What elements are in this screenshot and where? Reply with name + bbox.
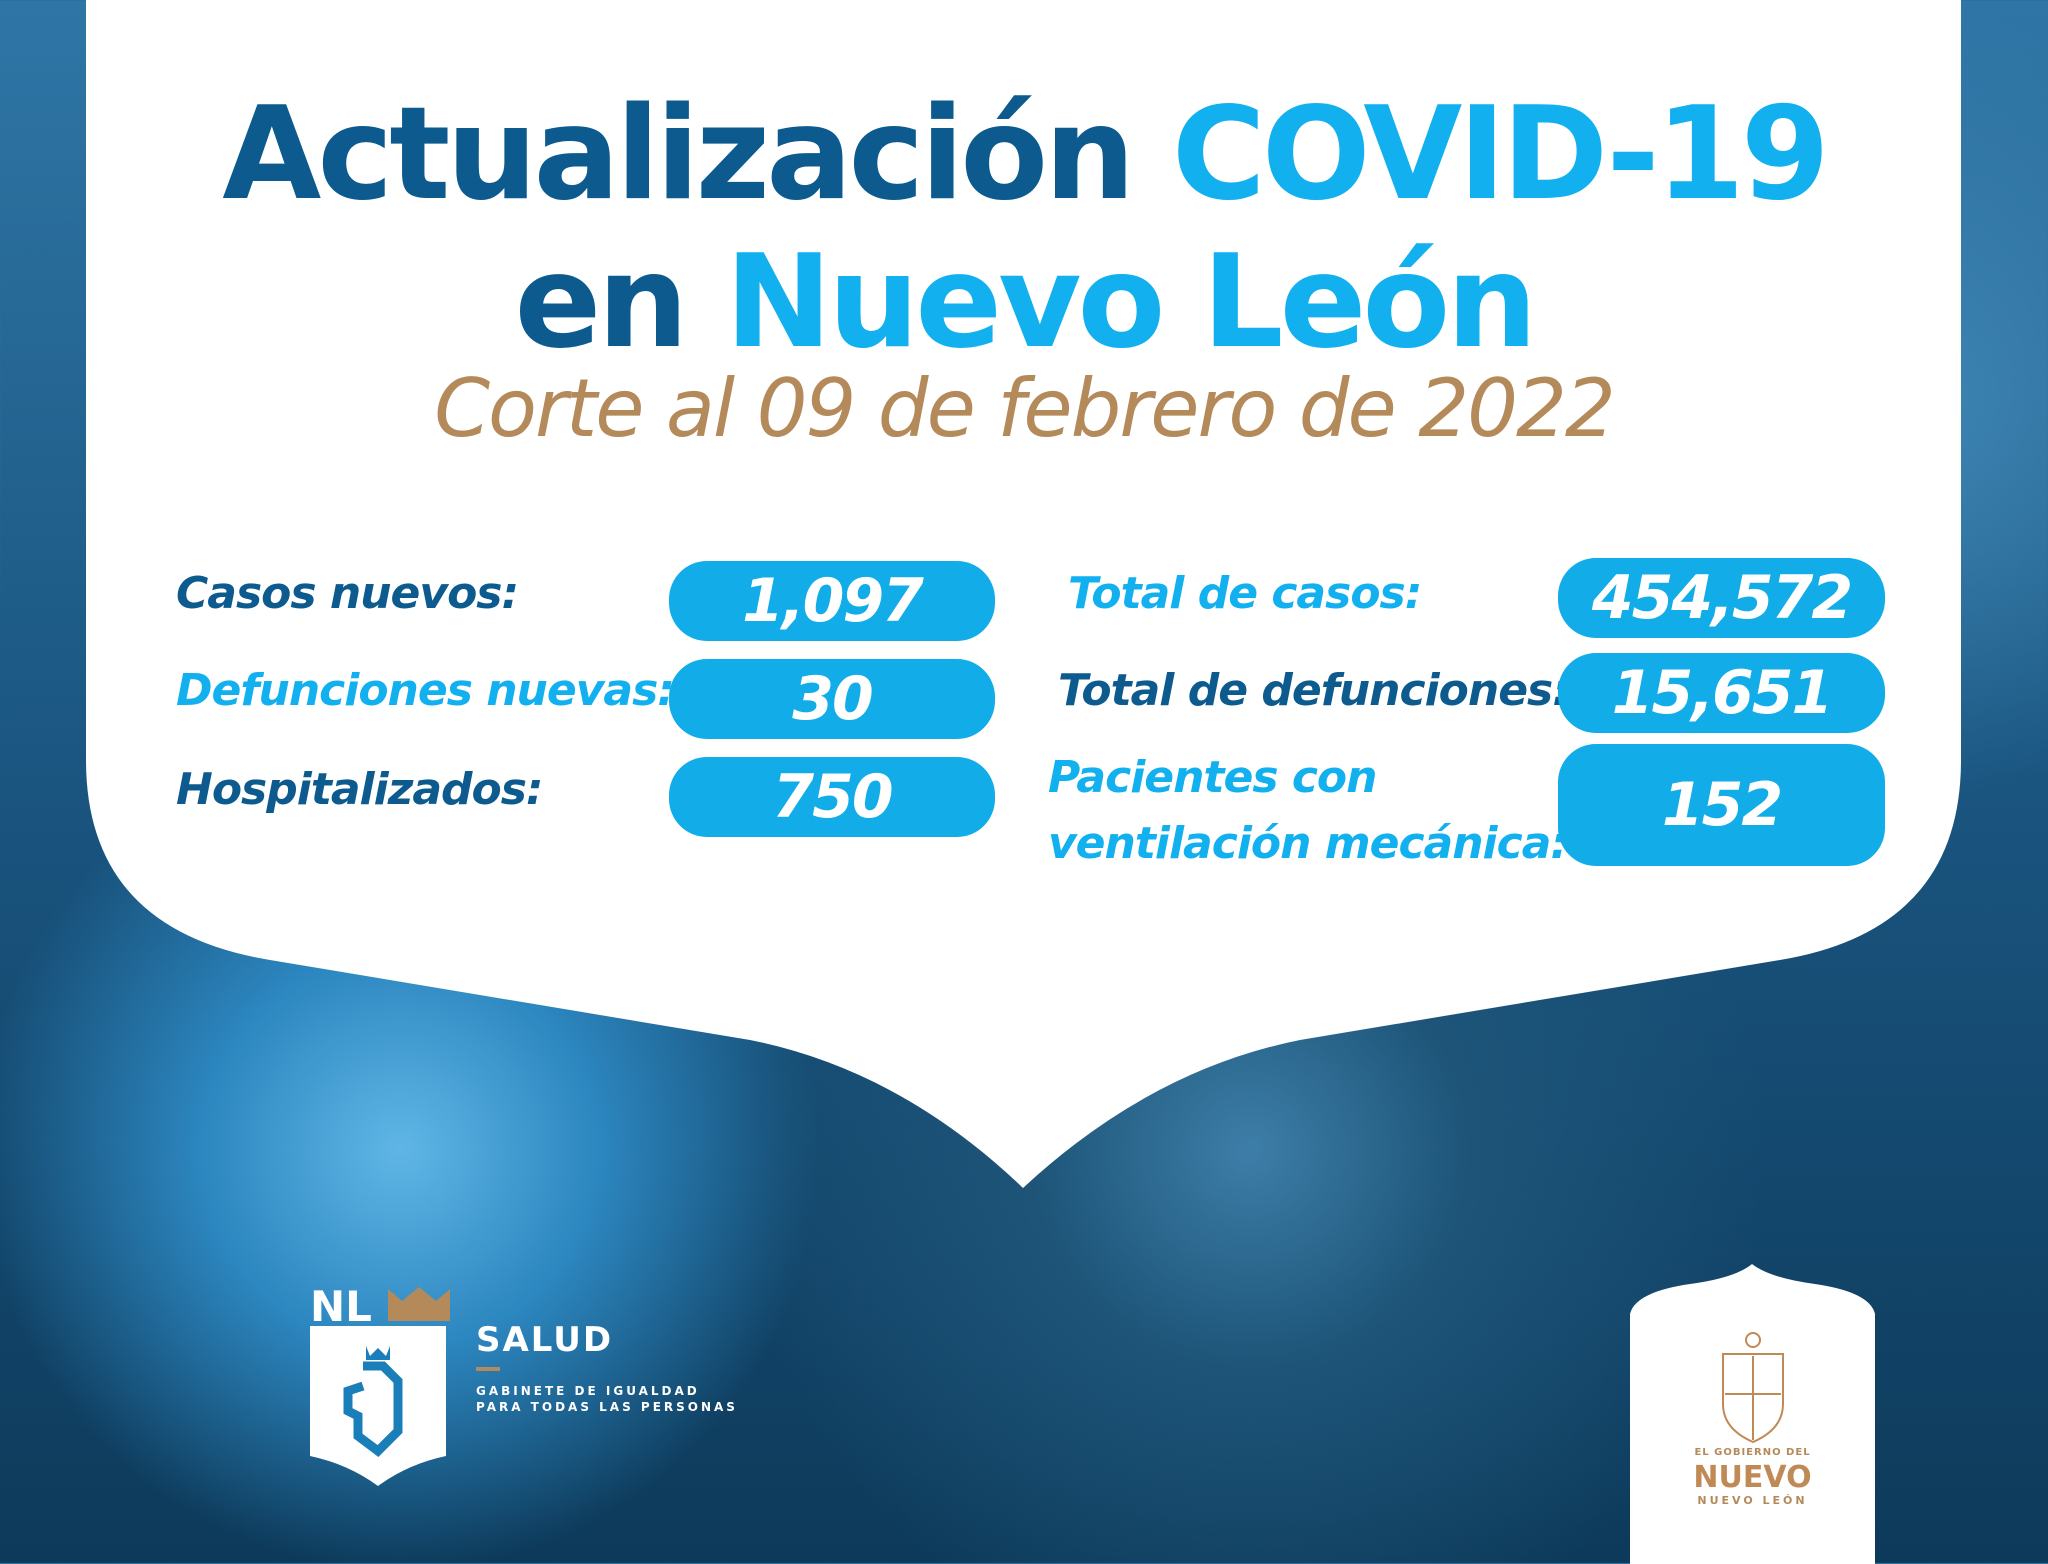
title-line-2: en Nuevo León <box>0 228 2048 377</box>
value-total-defunciones: 15,651 <box>1558 653 1885 733</box>
value-ventilacion: 152 <box>1558 744 1885 866</box>
gobierno-line2: NUEVO <box>1693 1460 1812 1495</box>
divider <box>476 1367 500 1371</box>
gobierno-badge <box>1630 1264 1875 1564</box>
value-hospitalizados: 750 <box>669 757 995 837</box>
salud-shield-logo <box>310 1326 446 1486</box>
title-line-1: Actualización COVID-19 <box>0 80 2048 229</box>
salud-line2: PARA TODAS LAS PERSONAS <box>476 1400 738 1414</box>
label-defunciones-nuevas: Defunciones nuevas: <box>176 665 675 716</box>
label-ventilacion-1: Pacientes con <box>1048 752 1377 803</box>
subtitle-date: Corte al 09 de febrero de 2022 <box>434 362 1616 455</box>
label-total-defunciones: Total de defunciones: <box>1058 665 1570 716</box>
gobierno-line1: EL GOBIERNO DEL <box>1694 1447 1811 1458</box>
label-total-casos: Total de casos: <box>1068 568 1422 619</box>
label-casos-nuevos: Casos nuevos: <box>176 568 519 619</box>
nl-mark: NL <box>310 1282 372 1331</box>
value-casos-nuevos: 1,097 <box>669 561 995 641</box>
gobierno-line3: NUEVO LEÓN <box>1697 1494 1808 1507</box>
title-word: Nuevo León <box>725 228 1537 377</box>
salud-name: SALUD <box>476 1320 614 1360</box>
salud-line1: GABINETE DE IGUALDAD <box>476 1384 700 1398</box>
title-word: COVID-19 <box>1171 80 1830 229</box>
label-hospitalizados: Hospitalizados: <box>176 764 544 815</box>
label-ventilacion-2: ventilación mecánica: <box>1048 818 1568 869</box>
crown-icon <box>388 1287 450 1321</box>
value-defunciones-nuevas: 30 <box>669 659 995 739</box>
title-word: en <box>514 228 689 377</box>
value-total-casos: 454,572 <box>1558 558 1885 638</box>
title-word: Actualización <box>222 80 1135 229</box>
